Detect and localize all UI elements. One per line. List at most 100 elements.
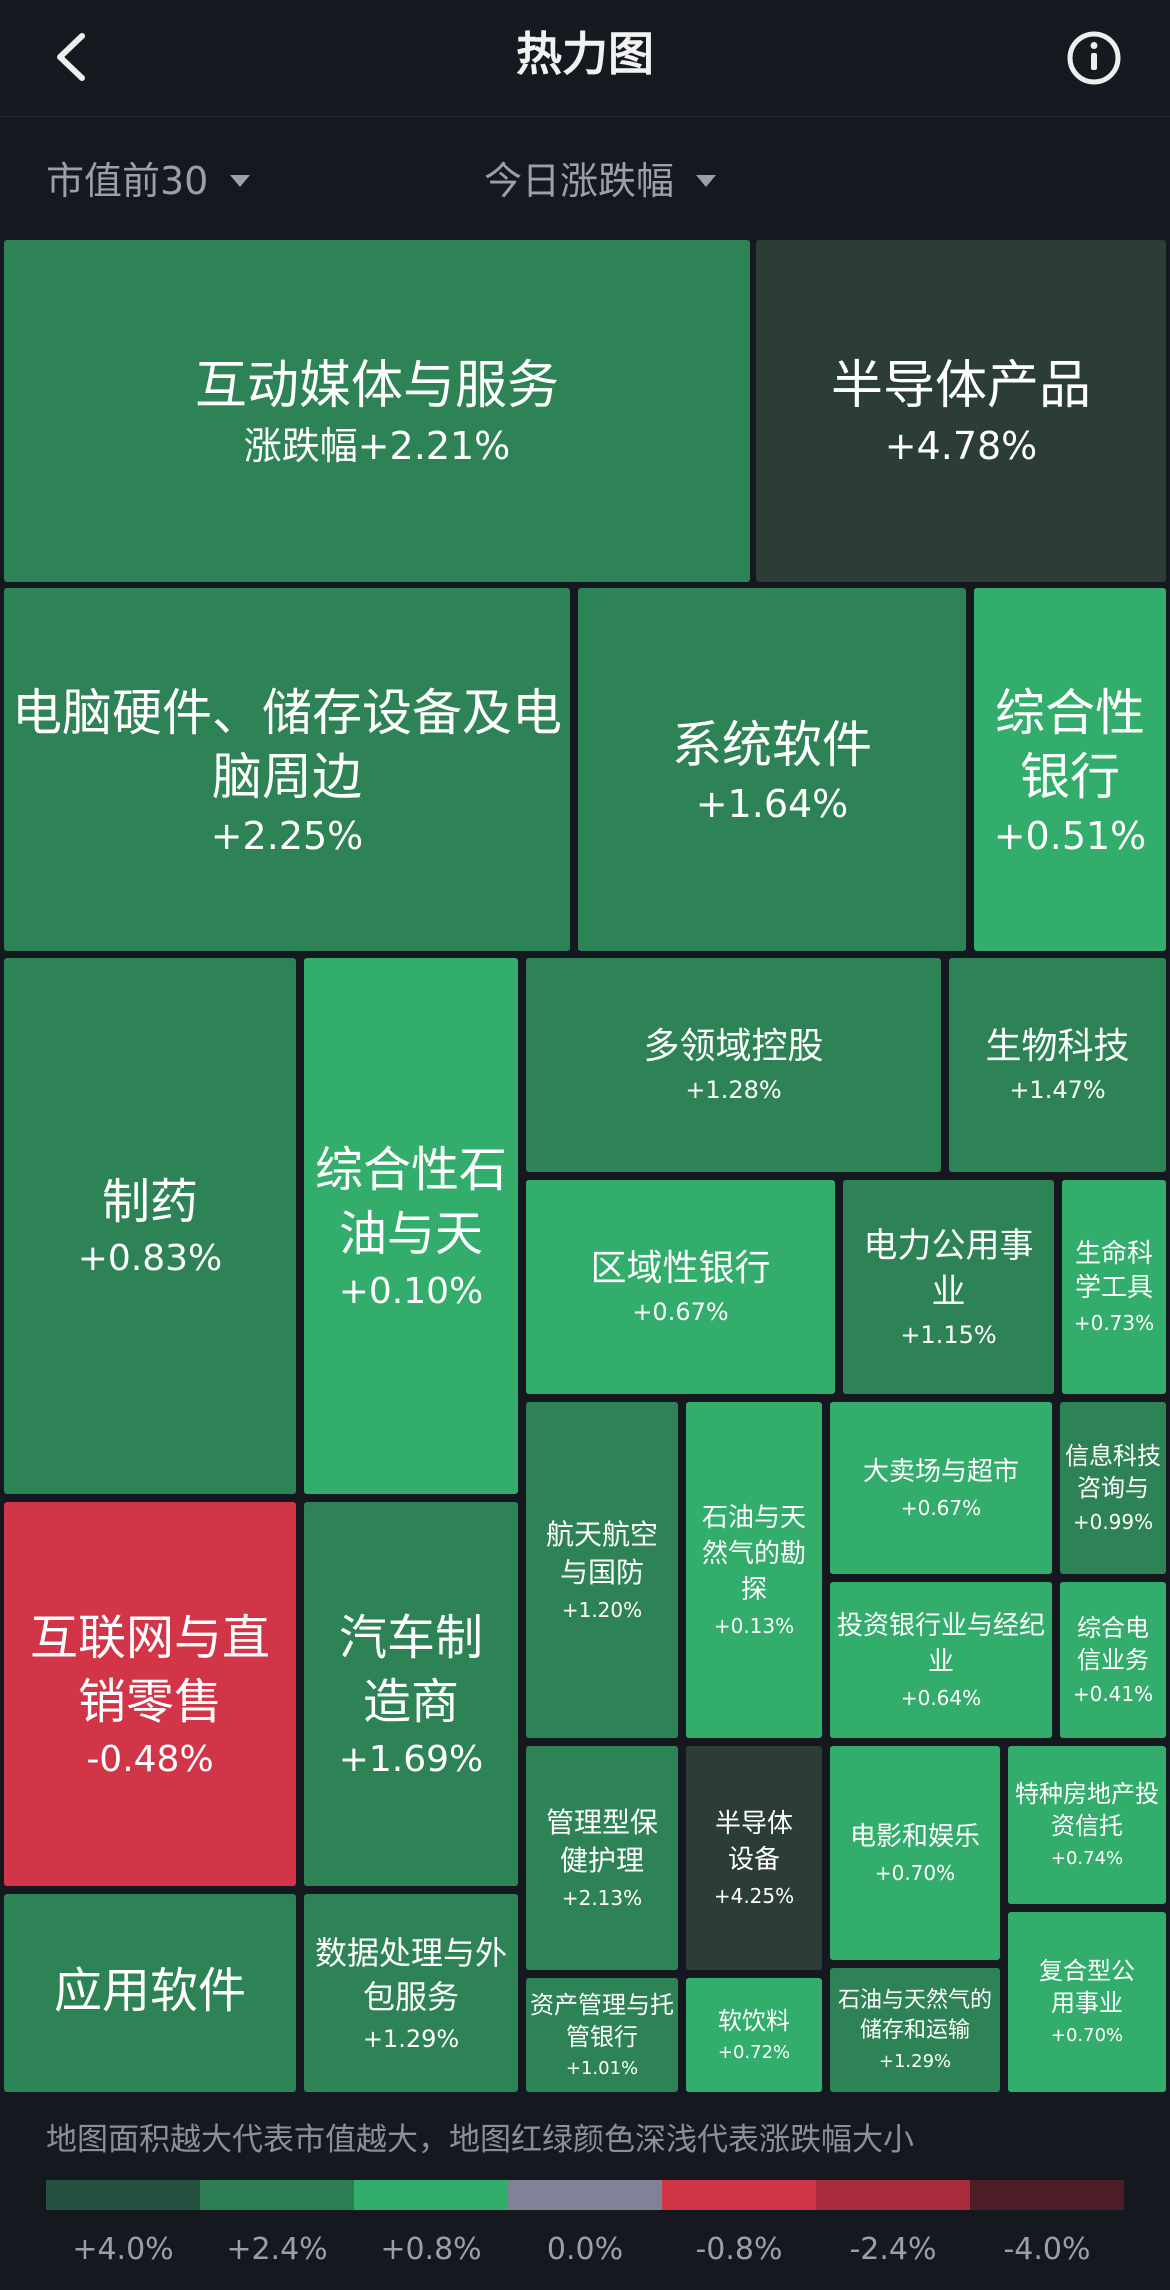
metric-filter-label: 今日涨跌幅 <box>484 159 675 203</box>
sector-change: 涨跌幅+2.21% <box>243 424 511 468</box>
heatmap-treemap: 互动媒体与服务 涨跌幅+2.21% 半导体产品 +4.78% 电脑硬件、储存设备… <box>0 236 1170 2100</box>
sector-change: +1.28% <box>685 1076 782 1104</box>
sector-name: 石油与天然气的勘探 <box>701 1503 806 1605</box>
info-icon <box>1067 31 1121 85</box>
page-title: 热力图 <box>516 27 654 81</box>
sector-name: 区域性银行 <box>590 1248 771 1289</box>
sector-change: +0.72% <box>717 2042 791 2063</box>
header: 热力图 <box>0 0 1170 117</box>
sector-tile[interactable]: 综合电信业务 +0.41% <box>1060 1582 1166 1738</box>
sector-tile[interactable]: 电脑硬件、储存设备及电脑周边 +2.25% <box>4 588 570 951</box>
legend-label: -2.4% <box>849 2232 937 2267</box>
back-button[interactable] <box>40 22 110 92</box>
info-button[interactable] <box>1058 22 1130 94</box>
legend-label: +0.8% <box>380 2232 482 2267</box>
sector-change: +4.25% <box>713 1884 795 1908</box>
sector-name: 应用软件 <box>53 1963 246 2019</box>
sector-tile[interactable]: 资产管理与托管银行 +1.01% <box>526 1978 678 2092</box>
sector-tile[interactable]: 区域性银行 +0.67% <box>526 1180 835 1394</box>
sector-change: +0.67% <box>900 1496 982 1520</box>
sector-tile[interactable]: 互联网与直销零售 -0.48% <box>4 1502 296 1886</box>
sector-name: 电脑硬件、储存设备及电脑周边 <box>12 683 562 806</box>
legend-swatch <box>46 2180 200 2210</box>
sector-change: +0.67% <box>632 1298 729 1326</box>
sector-change: +1.29% <box>878 2051 952 2072</box>
sector-name: 电力公用事业 <box>863 1226 1034 1312</box>
sector-tile[interactable]: 系统软件 +1.64% <box>578 588 966 951</box>
sector-tile[interactable]: 互动媒体与服务 涨跌幅+2.21% <box>4 240 750 582</box>
sector-name: 多领域控股 <box>643 1026 824 1067</box>
sector-tile[interactable]: 特种房地产投资信托 +0.74% <box>1008 1746 1166 1904</box>
sector-name: 生物科技 <box>985 1026 1130 1067</box>
sector-change: +4.78% <box>884 424 1038 468</box>
legend-swatch <box>970 2180 1124 2210</box>
sector-tile[interactable]: 软饮料 +0.72% <box>686 1978 822 2092</box>
sector-change: +0.70% <box>874 1861 956 1885</box>
sector-tile[interactable]: 复合型公用事业 +0.70% <box>1008 1912 1166 2092</box>
legend-label: 0.0% <box>546 2232 624 2267</box>
sector-name: 半导体产品 <box>830 356 1091 416</box>
sector-name: 综合性石油与天 <box>314 1142 507 1262</box>
sector-name: 综合电信业务 <box>1077 1614 1149 1674</box>
sector-tile[interactable]: 制药 +0.83% <box>4 958 296 1494</box>
sector-name: 航天航空与国防 <box>545 1518 658 1589</box>
sector-tile[interactable]: 应用软件 <box>4 1894 296 2092</box>
sector-change: +1.64% <box>695 781 849 826</box>
legend-labels: +4.0% +2.4% +0.8% 0.0% -0.8% -2.4% -4.0% <box>46 2230 1124 2270</box>
legend-label: +4.0% <box>72 2232 174 2267</box>
sector-tile[interactable]: 信息科技咨询与 +0.99% <box>1060 1402 1166 1574</box>
sector-tile[interactable]: 多领域控股 +1.28% <box>526 958 941 1172</box>
sector-tile[interactable]: 电影和娱乐 +0.70% <box>830 1746 1000 1960</box>
sector-name: 制药 <box>101 1174 198 1230</box>
sector-tile[interactable]: 航天航空与国防 +1.20% <box>526 1402 678 1738</box>
sector-tile[interactable]: 石油与天然气的勘探 +0.13% <box>686 1402 822 1738</box>
sector-name: 信息科技咨询与 <box>1065 1442 1161 1502</box>
sector-name: 资产管理与托管银行 <box>530 1991 674 2051</box>
sector-tile[interactable]: 半导体设备 +4.25% <box>686 1746 822 1970</box>
sector-tile[interactable]: 综合性银行 +0.51% <box>974 588 1166 951</box>
sector-tile[interactable]: 半导体产品 +4.78% <box>756 240 1166 582</box>
sector-tile[interactable]: 生命科学工具 +0.73% <box>1062 1180 1166 1394</box>
sector-change: +2.13% <box>561 1886 643 1910</box>
sector-name: 管理型保健护理 <box>545 1806 658 1877</box>
scope-filter-dropdown[interactable]: 市值前30 <box>46 156 251 206</box>
sector-name: 大卖场与超市 <box>862 1457 1019 1487</box>
filter-bar: 市值前30 今日涨跌幅 <box>0 116 1170 236</box>
sector-name: 综合性银行 <box>995 683 1145 806</box>
sector-name: 投资银行业与经纪业 <box>836 1611 1045 1677</box>
legend-swatch <box>508 2180 662 2210</box>
sector-tile[interactable]: 投资银行业与经纪业 +0.64% <box>830 1582 1052 1738</box>
sector-change: +1.29% <box>362 2025 460 2053</box>
sector-name: 石油与天然气的储存和运输 <box>837 1988 992 2043</box>
sector-tile[interactable]: 综合性石油与天 +0.10% <box>304 958 518 1494</box>
caret-down-icon <box>696 174 717 187</box>
sector-name: 软饮料 <box>718 2007 790 2035</box>
metric-filter-dropdown[interactable]: 今日涨跌幅 <box>484 156 717 206</box>
sector-tile[interactable]: 电力公用事业 +1.15% <box>843 1180 1054 1394</box>
scope-filter-label: 市值前30 <box>46 159 209 203</box>
legend-swatch <box>816 2180 970 2210</box>
legend-label: -0.8% <box>695 2232 783 2267</box>
sector-change: +0.13% <box>713 1614 795 1638</box>
sector-tile[interactable]: 大卖场与超市 +0.67% <box>830 1402 1052 1574</box>
legend-swatch <box>662 2180 816 2210</box>
sector-change: +1.69% <box>338 1739 484 1780</box>
sector-tile[interactable]: 生物科技 +1.47% <box>949 958 1166 1172</box>
sector-change: +0.83% <box>77 1238 223 1279</box>
sector-tile[interactable]: 管理型保健护理 +2.13% <box>526 1746 678 1970</box>
sector-change: +1.01% <box>565 2058 639 2079</box>
sector-tile[interactable]: 石油与天然气的储存和运输 +1.29% <box>830 1968 1000 2092</box>
legend-note: 地图面积越大代表市值越大，地图红绿颜色深浅代表涨跌幅大小 <box>46 2122 914 2158</box>
sector-tile[interactable]: 汽车制造商 +1.69% <box>304 1502 518 1886</box>
sector-name: 互联网与直销零售 <box>29 1610 270 1730</box>
legend-swatch <box>200 2180 354 2210</box>
sector-name: 数据处理与外包服务 <box>314 1934 507 2016</box>
sector-tile[interactable]: 数据处理与外包服务 +1.29% <box>304 1894 518 2092</box>
legend-color-scale <box>46 2180 1124 2210</box>
sector-name: 半导体设备 <box>714 1809 793 1875</box>
legend-label: +2.4% <box>226 2232 328 2267</box>
legend-footer: 地图面积越大代表市值越大，地图红绿颜色深浅代表涨跌幅大小 +4.0% +2.4%… <box>0 2100 1170 2290</box>
sector-change: +1.15% <box>900 1321 997 1349</box>
sector-name: 汽车制造商 <box>338 1610 483 1730</box>
legend-label: -4.0% <box>1003 2232 1091 2267</box>
